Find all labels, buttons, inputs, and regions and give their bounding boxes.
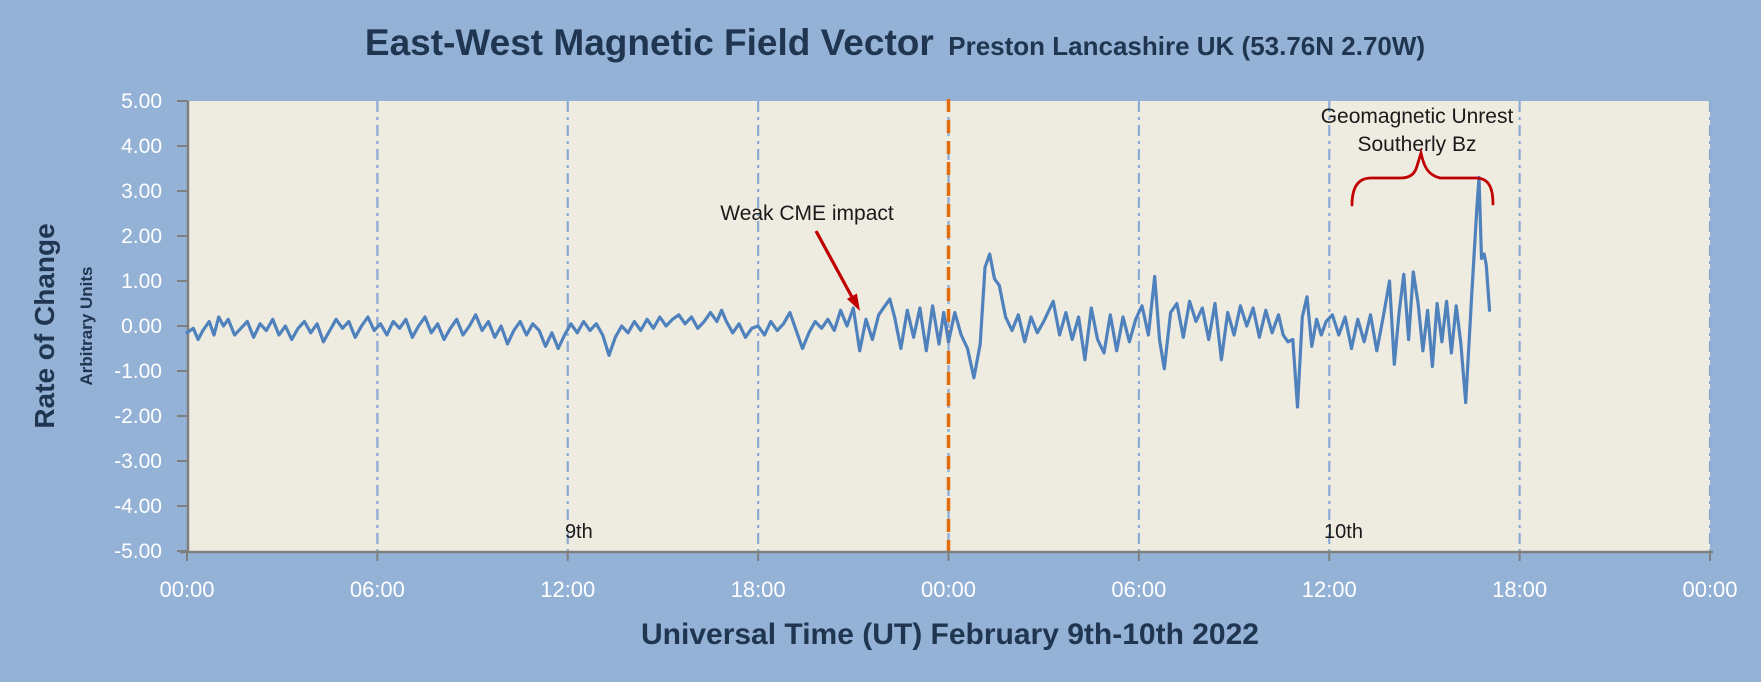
y-tick-label: 3.00	[121, 180, 162, 203]
y-tick-label: -1.00	[114, 360, 162, 383]
gridlines	[376, 99, 1712, 551]
axes	[177, 100, 1713, 561]
y-tick-label: -5.00	[114, 540, 162, 563]
x-tick-label: 12:00	[1302, 577, 1357, 602]
data-line-east-west-field	[185, 175, 1492, 409]
day-labels: 9th 10th	[565, 521, 1363, 543]
y-tick-label: 4.00	[121, 135, 162, 158]
x-tick-label: 00:00	[1682, 577, 1737, 602]
x-axis-title: Universal Time (UT) February 9th-10th 20…	[641, 618, 1259, 651]
y-tick-label: -4.00	[114, 495, 162, 518]
y-axis-tick-labels: 5.00 4.00 3.00 2.00 1.00 0.00 -1.00 -2.00 -3.00 -…	[114, 90, 162, 563]
chart-title: East-West Magnetic Field Vector Preston …	[365, 22, 1425, 63]
y-tick-label: 2.00	[121, 225, 162, 248]
y-tick-label: 0.00	[121, 315, 162, 338]
chart-title-main: East-West Magnetic Field Vector	[365, 22, 934, 63]
unrest-annotation-line1: Geomagnetic Unrest	[1321, 105, 1514, 128]
y-tick-label: -3.00	[114, 450, 162, 473]
chart-title-subtitle: Preston Lancashire UK (53.76N 2.70W)	[948, 31, 1425, 61]
y-tick-label: 5.00	[121, 90, 162, 113]
x-tick-label: 18:00	[1492, 577, 1547, 602]
x-tick-label: 06:00	[350, 577, 405, 602]
data-series	[185, 175, 1492, 409]
x-tick-label: 06:00	[1111, 577, 1166, 602]
x-axis-tick-labels: 00:00 06:00 12:00 18:00 00:00 06:00 12:00 18:00…	[159, 577, 1737, 602]
cme-annotation-label: Weak CME impact	[720, 202, 894, 225]
x-tick-label: 00:00	[921, 577, 976, 602]
x-tick-label: 00:00	[159, 577, 214, 602]
y-tick-label: -2.00	[114, 405, 162, 428]
unrest-annotation-line2: Southerly Bz	[1357, 133, 1476, 156]
y-axis-title: Rate of Change	[29, 223, 60, 428]
day-label-9th: 9th	[565, 521, 593, 543]
x-tick-label: 18:00	[731, 577, 786, 602]
unrest-brace-icon	[1350, 147, 1495, 207]
cme-annotation-arrow-icon	[814, 230, 860, 311]
y-axis-subtitle: Arbitrary Units	[77, 266, 96, 385]
day-label-10th: 10th	[1324, 521, 1363, 543]
y-tick-label: 1.00	[121, 270, 162, 293]
x-tick-label: 12:00	[540, 577, 595, 602]
